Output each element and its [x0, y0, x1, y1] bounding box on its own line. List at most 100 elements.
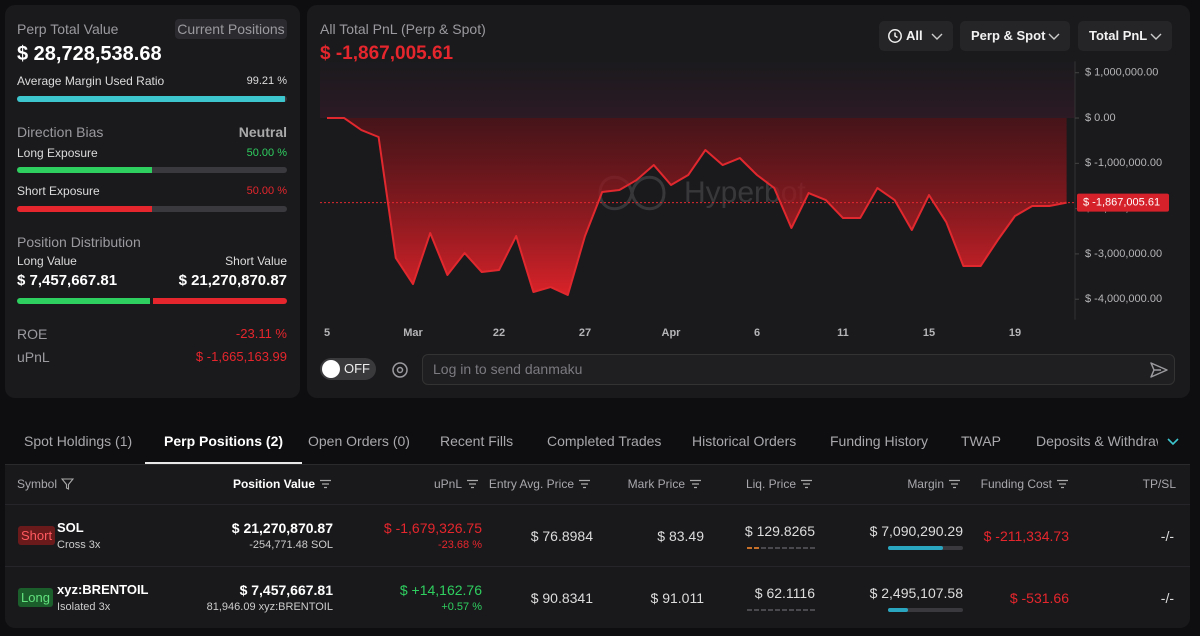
liq-risk-segment	[803, 547, 808, 549]
margin-mode: Cross 3x	[57, 539, 101, 551]
sort-glyph	[467, 479, 478, 489]
sort-icon[interactable]	[800, 478, 813, 490]
current-positions-button[interactable]: Current Positions	[175, 19, 287, 39]
x-tick-label: Apr	[662, 327, 682, 339]
margin: $ 7,090,290.29	[869, 523, 963, 539]
filter-label: All	[906, 28, 923, 43]
header-cell: Margin	[907, 477, 944, 491]
margin-ratio-value: 99.21 %	[246, 75, 287, 87]
danmaku-settings[interactable]	[390, 360, 410, 380]
liq-risk-segment	[803, 609, 808, 611]
filter-button[interactable]: Perp & Spot	[960, 21, 1070, 51]
liq-risk-segment	[810, 547, 815, 549]
liq-risk-segment	[754, 609, 759, 611]
liq-risk-segment	[747, 547, 752, 549]
header-divider	[5, 504, 1190, 505]
liq-risk-segment	[761, 609, 766, 611]
sort-icon[interactable]	[319, 478, 332, 490]
plot-top-band	[320, 61, 1075, 119]
sort-icon[interactable]	[578, 478, 591, 490]
send-glyph	[1150, 362, 1168, 378]
liq-risk-segment	[796, 547, 801, 549]
danmaku-input[interactable]: Log in to send danmaku	[422, 354, 1175, 385]
liq-risk-segment	[810, 609, 815, 611]
funding-cost: $ -531.66	[1009, 590, 1069, 606]
entry-price: $ 76.8984	[530, 528, 593, 544]
margin-ratio-track	[17, 96, 287, 102]
y-tick-label: $ -1,000,000.00	[1085, 157, 1162, 169]
sort-icon[interactable]	[466, 478, 479, 490]
tab[interactable]: Open Orders (0)	[308, 433, 410, 449]
side-badge: Long	[18, 588, 53, 607]
tab[interactable]: Spot Holdings (1)	[24, 433, 133, 449]
clock-face	[888, 29, 902, 43]
toggle-label: OFF	[344, 361, 370, 376]
sort-glyph	[320, 479, 331, 489]
direction-bias-value: Neutral	[238, 124, 287, 140]
pnl-line	[327, 117, 1067, 297]
danmaku-toggle[interactable]: OFF	[320, 358, 376, 380]
sort-icon[interactable]	[948, 478, 961, 490]
y-tick-label: $ -4,000,000.00	[1085, 293, 1162, 305]
tab[interactable]: Completed Trades	[547, 433, 662, 449]
filter-icon[interactable]	[61, 478, 74, 490]
active-tab-underline	[145, 462, 302, 464]
filter-glyph	[61, 478, 74, 490]
long-exposure-track	[17, 167, 287, 173]
chevron	[1048, 33, 1060, 40]
tab-bar: Spot Holdings (1) Perp Positions (2) Open …	[0, 420, 1158, 464]
filter-button[interactable]: Total PnL	[1078, 21, 1172, 51]
filter-button[interactable]: All	[879, 21, 953, 51]
position-size: -254,771.48 SOL	[249, 539, 333, 551]
header-cell: Position Value	[232, 477, 315, 491]
upnl: $ +14,162.76	[399, 582, 482, 598]
current-value-label: $ -1,867,005.61	[1083, 197, 1160, 209]
long-value-label: Long Value	[17, 254, 77, 268]
tabs-more[interactable]	[1165, 434, 1181, 450]
long-value: $ 7,457,667.81	[17, 272, 118, 289]
sort-icon[interactable]	[1056, 478, 1069, 490]
y-tick-label: $ 1,000,000.00	[1085, 67, 1158, 79]
chevron	[1150, 33, 1162, 40]
position-value: $ 21,270,870.87	[231, 520, 333, 536]
sort-glyph	[801, 479, 812, 489]
tab[interactable]: TWAP	[961, 433, 1001, 449]
margin-fill	[888, 546, 943, 550]
mark-price: $ 91.011	[650, 590, 704, 606]
tab[interactable]: Perp Positions (2)	[164, 433, 284, 449]
filter-label: Total PnL	[1089, 28, 1148, 43]
short-exposure-label: Short Exposure	[17, 184, 100, 198]
clock-icon	[888, 29, 902, 43]
margin-track	[888, 608, 963, 612]
long-distribution-bar	[17, 298, 150, 304]
filter-chevron	[1048, 33, 1060, 40]
side-badge: Short	[18, 526, 56, 545]
direction-bias-label: Direction Bias	[17, 124, 104, 140]
pnl-area	[327, 118, 1067, 296]
settings-dot	[396, 366, 404, 374]
symbol: xyz:BRENTOIL	[57, 582, 149, 597]
liq-risk-segment	[789, 547, 794, 549]
sort-glyph	[1057, 479, 1068, 489]
sort-icon[interactable]	[689, 478, 702, 490]
chart-subtitle: $ -1,867,005.61	[320, 43, 454, 64]
tab[interactable]: Recent Fills	[440, 433, 514, 449]
total-value: $ 28,728,538.68	[17, 43, 162, 65]
liq-risk-segment	[782, 547, 787, 549]
send-icon[interactable]	[1149, 360, 1169, 380]
roe-value: -23.11 %	[235, 326, 287, 341]
liq-risk-segment	[789, 609, 794, 611]
x-tick-label: 19	[1009, 327, 1021, 339]
x-tick-label: 15	[923, 327, 935, 339]
long-exposure-value: 50.00 %	[246, 147, 287, 159]
tab[interactable]: Deposits & Withdraw	[1036, 433, 1158, 449]
short-distribution-bar	[153, 298, 287, 304]
filter-chevron	[1150, 33, 1162, 40]
margin-ratio-bar	[17, 96, 285, 102]
x-tick-label: 5	[324, 327, 330, 339]
x-tick-label: 11	[837, 327, 849, 339]
tab[interactable]: Funding History	[830, 433, 929, 449]
roe-label: ROE	[17, 326, 48, 342]
margin-ratio-label: Average Margin Used Ratio	[17, 74, 165, 88]
tab[interactable]: Historical Orders	[692, 433, 797, 449]
